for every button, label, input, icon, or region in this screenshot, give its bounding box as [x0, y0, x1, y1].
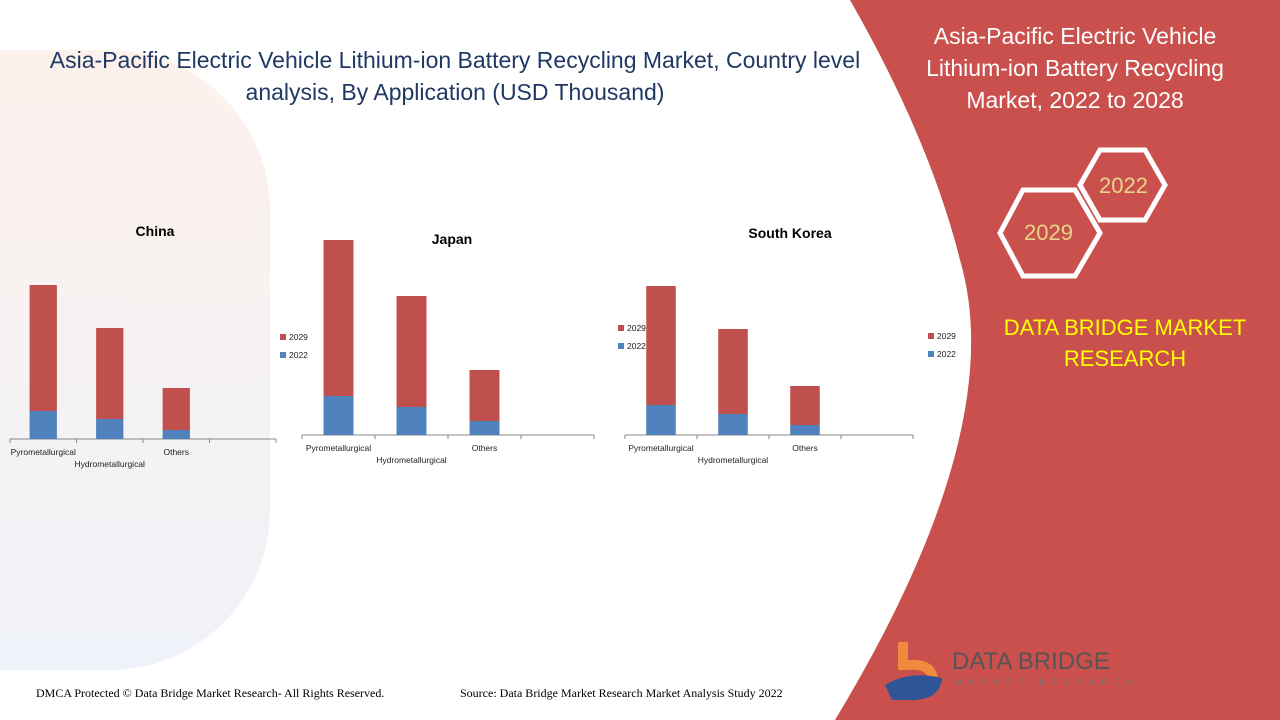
x-tick-label: Pyrometallurgical: [11, 447, 76, 457]
bar-2022-pyrometallurgical: [323, 396, 354, 435]
bar-2029-others: [162, 388, 190, 430]
bar-2022-pyrometallurgical: [646, 405, 676, 435]
logo-icon: [885, 642, 942, 701]
legend-swatch-2022: [928, 351, 934, 357]
legend-swatch-2029: [280, 334, 286, 340]
chart-south-korea: South Korea Pyrometallurgical Hydrometallu…: [618, 225, 956, 465]
bar-2029-pyrometallurgical: [323, 240, 354, 396]
legend-label-2029: 2029: [627, 323, 646, 333]
bar-2022-hydrometallurgical: [96, 419, 124, 439]
bar-2022-hydrometallurgical: [718, 414, 748, 435]
bar-2029-hydrometallurgical: [718, 329, 748, 414]
legend-label-2022: 2022: [627, 341, 646, 351]
legend-label-2029: 2029: [289, 332, 308, 342]
footer-source: Source: Data Bridge Market Research Mark…: [460, 686, 783, 700]
side-panel-title: Asia-Pacific Electric Vehicle Lithium-io…: [926, 23, 1224, 113]
bar-2029-others: [469, 370, 500, 421]
x-tick-label: Hydrometallurgical: [376, 455, 446, 465]
x-tick-label: Hydrometallurgical: [75, 459, 145, 469]
chart-title: China: [136, 223, 175, 239]
legend-swatch-2022: [618, 343, 624, 349]
bar-2022-others: [469, 421, 500, 435]
legend-swatch-2022: [280, 352, 286, 358]
x-tick-label: Pyrometallurgical: [628, 443, 693, 453]
chart-china: China Pyrometallurgical Hydrometallurgical…: [9, 223, 308, 469]
hex-year-2022: 2022: [1099, 173, 1148, 198]
x-tick-label: Others: [472, 443, 498, 453]
x-tick-label: Others: [792, 443, 818, 453]
x-tick-label: Others: [163, 447, 189, 457]
logo-subtext: MARKET RESEARCH: [955, 678, 1140, 687]
hex-year-2029: 2029: [1024, 220, 1073, 245]
footer-copyright: DMCA Protected © Data Bridge Market Rese…: [36, 686, 385, 700]
bar-2029-hydrometallurgical: [96, 328, 124, 419]
chart-japan: Japan Pyrometallurgical Hydrometallurgical…: [301, 231, 595, 465]
bar-2022-others: [790, 425, 820, 435]
bar-2022-others: [162, 430, 190, 439]
bar-2022-pyrometallurgical: [29, 411, 57, 439]
chart-title: Japan: [432, 231, 472, 247]
legend-label-2029: 2029: [937, 331, 956, 341]
brand-name: DATA BRIDGE MARKET RESEARCH: [1003, 315, 1247, 371]
logo-text: DATA BRIDGE: [952, 648, 1110, 675]
bar-2022-hydrometallurgical: [396, 407, 427, 435]
chart-title: South Korea: [748, 225, 831, 241]
legend-label-2022: 2022: [937, 349, 956, 359]
bar-2029-hydrometallurgical: [396, 296, 427, 407]
page-title: Asia-Pacific Electric Vehicle Lithium-io…: [49, 47, 861, 105]
legend-label-2022: 2022: [289, 350, 308, 360]
hexagon-icon: [997, 147, 1168, 279]
bar-2029-others: [790, 386, 820, 425]
legend-swatch-2029: [928, 333, 934, 339]
x-tick-label: Hydrometallurgical: [698, 455, 768, 465]
bar-2029-pyrometallurgical: [646, 286, 676, 405]
bar-2029-pyrometallurgical: [29, 285, 57, 411]
x-tick-label: Pyrometallurgical: [306, 443, 371, 453]
legend-swatch-2029: [618, 325, 624, 331]
